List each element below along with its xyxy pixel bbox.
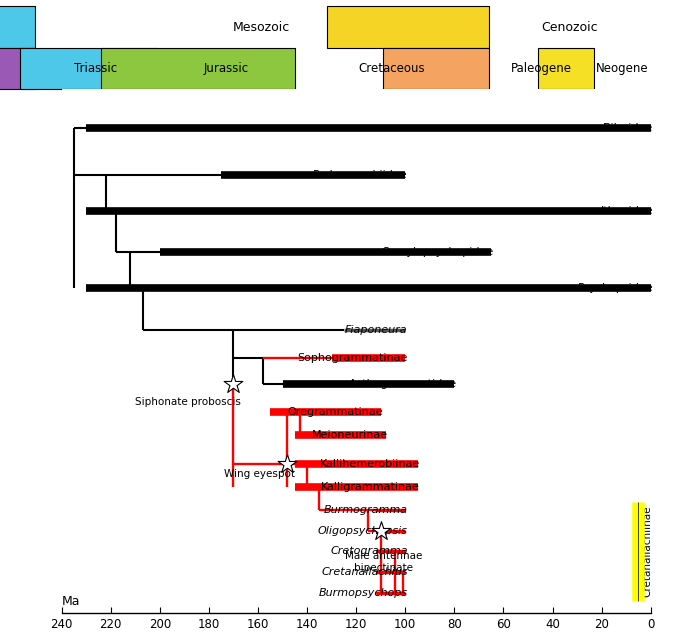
Text: Oregrammatinae: Oregrammatinae (288, 407, 383, 417)
Text: Cretanallachiinae: Cretanallachiinae (642, 505, 652, 597)
Text: Triassic: Triassic (75, 62, 118, 75)
Bar (0, 6, 35, 48)
Text: Psychopsidae: Psychopsidae (577, 283, 653, 293)
Point (282, 459, 293, 469)
Text: Cretanallachius: Cretanallachius (321, 567, 408, 577)
Text: Kalligrammatinae: Kalligrammatinae (321, 482, 420, 492)
Text: Siphonate proboscis: Siphonate proboscis (135, 397, 241, 406)
Point (375, 526, 386, 536)
Text: Kallihemerobiinae: Kallihemerobiinae (320, 459, 420, 469)
Text: Cretogramma: Cretogramma (330, 546, 408, 557)
Text: Ma: Ma (62, 596, 80, 608)
Text: Burmopsychops: Burmopsychops (319, 588, 408, 598)
Text: Mesozoic: Mesozoic (233, 20, 290, 34)
Bar (0, 48, 35, 89)
Text: Jurassic: Jurassic (203, 62, 249, 75)
Text: Oligopsychopsis: Oligopsychopsis (318, 526, 408, 536)
Bar (20, 48, 158, 89)
Text: Male antennae
bipectinate: Male antennae bipectinate (345, 551, 422, 573)
Text: Cretaceous: Cretaceous (358, 62, 425, 75)
Text: Sophogrammatinae: Sophogrammatinae (297, 353, 408, 363)
Text: Neogene: Neogene (596, 62, 649, 75)
Text: Ithonidae: Ithonidae (601, 206, 653, 216)
Text: Wing eyespot: Wing eyespot (224, 469, 295, 479)
Text: Osmylopsychopidae: Osmylopsychopidae (382, 247, 494, 257)
Text: Dilaridae: Dilaridae (603, 123, 653, 133)
Text: Prohemerobiidae: Prohemerobiidae (313, 169, 408, 180)
Bar (383, 48, 488, 89)
Bar (101, 48, 295, 89)
Text: Aethogrammatidae: Aethogrammatidae (349, 379, 457, 389)
Text: Cenozoic: Cenozoic (541, 20, 598, 34)
Bar (538, 48, 595, 89)
Text: Meioneurinae: Meioneurinae (312, 430, 388, 440)
Text: Fiaponeura: Fiaponeura (345, 325, 408, 334)
Point (228, 378, 239, 389)
Text: Burmogramma: Burmogramma (323, 505, 408, 515)
Bar (327, 6, 488, 48)
Text: Paleogene: Paleogene (511, 62, 572, 75)
